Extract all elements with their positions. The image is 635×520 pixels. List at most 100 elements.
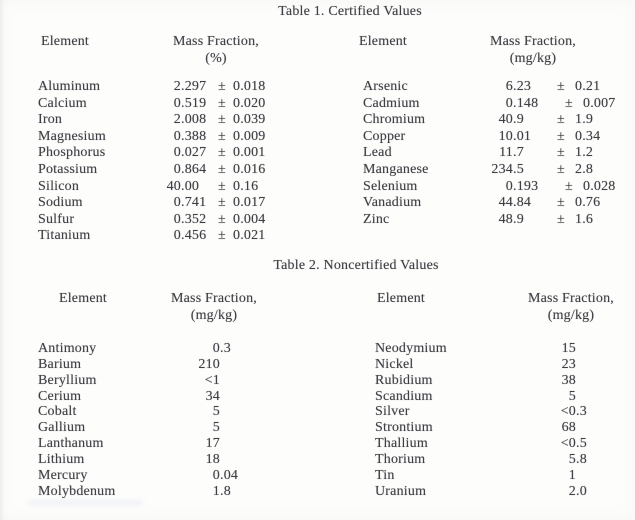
table-row: Tin 1 <box>375 468 616 484</box>
value-fraction-part: .0 <box>576 483 587 499</box>
table-row: Chromium 40.9 ±1.9 <box>363 112 635 129</box>
table-row: Magnesium 0.388 ±0.009 <box>38 129 279 146</box>
table-row: Beryllium <1 <box>38 373 260 389</box>
value-fraction-part: .8 <box>220 483 231 499</box>
element-name: Rubidium <box>375 372 433 388</box>
uncertainty-value: 0.039 <box>233 112 266 128</box>
plus-minus-sign: ± <box>218 195 226 211</box>
uncertainty-value: 0.020 <box>233 95 266 111</box>
element-name: Gallium <box>38 420 86 436</box>
element-name: Phosphorus <box>38 145 106 161</box>
table2-left-mass-fraction-header: Mass Fraction, (mg/kg) <box>150 291 278 324</box>
unit-label: (mg/kg) <box>190 307 238 323</box>
table-row: Thorium 5.8 <box>375 452 616 468</box>
value-integer-part: 15 <box>561 341 576 356</box>
value-integer-part: 68 <box>561 420 576 436</box>
value-integer-part: 6 <box>505 79 513 94</box>
value-integer-part: 1 <box>212 483 220 499</box>
value-fraction-part: .352 <box>181 211 207 227</box>
plus-minus-sign: ± <box>218 95 226 111</box>
value-integer-part: 0 <box>505 95 513 111</box>
table-row: Cobalt 5 <box>38 404 260 420</box>
plus-minus-sign: ± <box>218 178 226 194</box>
value-integer-part: 0 <box>505 178 513 194</box>
table-row: Calcium 0.519 ±0.020 <box>38 96 279 113</box>
value-integer-part: 18 <box>205 451 220 467</box>
table-row: Zinc 48.9 ±1.6 <box>363 212 635 229</box>
element-name: Calcium <box>38 95 87 111</box>
element-name: Aluminum <box>38 79 101 94</box>
table-row: Mercury 0.04 <box>38 468 260 484</box>
value-integer-part: 0 <box>212 467 220 483</box>
value-integer-part: <0 <box>560 404 576 420</box>
element-name: Titanium <box>38 228 91 244</box>
value-integer-part: 5 <box>212 420 220 436</box>
element-name: Cerium <box>38 388 82 404</box>
uncertainty-value: 0.016 <box>233 161 266 177</box>
plus-minus-sign: ± <box>218 128 226 144</box>
table1-left-mass-fraction-header: Mass Fraction, (%) <box>150 34 282 67</box>
value-fraction-part: .3 <box>220 341 231 356</box>
element-name: Nickel <box>375 356 414 372</box>
uncertainty-value: 0.004 <box>233 211 266 227</box>
table-row: Barium 210 <box>38 357 260 373</box>
value-integer-part: 34 <box>205 388 220 404</box>
element-name: Zinc <box>363 211 390 227</box>
value-fraction-part: .027 <box>181 145 207 161</box>
table-row: Lanthanum 17 <box>38 436 260 452</box>
uncertainty-value: 1.6 <box>575 211 594 227</box>
plus-minus-sign: ± <box>565 178 573 194</box>
value-fraction-part: .388 <box>181 128 207 144</box>
table-row: Cadmium 0.148 ±0.007 <box>363 96 635 113</box>
element-name: Silver <box>375 404 410 420</box>
value-fraction-part: .01 <box>513 128 532 144</box>
value-fraction-part: .008 <box>181 112 207 128</box>
element-name: Potassium <box>38 161 98 177</box>
value-integer-part: 1 <box>568 467 576 483</box>
value-fraction-part: .741 <box>181 195 207 211</box>
element-name: Beryllium <box>38 372 97 388</box>
plus-minus-sign: ± <box>557 145 565 161</box>
table1-title: Table 1. Certified Values <box>278 4 422 19</box>
uncertainty-value: 1.2 <box>575 145 594 161</box>
plus-minus-sign: ± <box>557 79 565 94</box>
unit-label: (%) <box>205 50 227 66</box>
element-name: Arsenic <box>363 79 408 94</box>
mass-fraction-label: Mass Fraction, <box>527 291 614 306</box>
mass-fraction-label: Mass Fraction, <box>489 34 576 49</box>
value-integer-part: 0 <box>173 95 181 111</box>
value-fraction-part: .9 <box>513 211 524 227</box>
value-integer-part: 234 <box>491 161 513 177</box>
plus-minus-sign: ± <box>218 211 226 227</box>
plus-minus-sign: ± <box>218 228 226 244</box>
table-row: Gallium 5 <box>38 420 260 436</box>
value-integer-part: 44 <box>498 195 513 211</box>
table-row: Thallium <0.5 <box>375 436 616 452</box>
uncertainty-value: 2.8 <box>575 161 594 177</box>
value-fraction-part: .519 <box>181 95 207 111</box>
plus-minus-sign: ± <box>218 145 226 161</box>
unit-label: (mg/kg) <box>547 307 595 323</box>
value-fraction-part: .23 <box>513 79 532 94</box>
table1-right-rows: Arsenic 6.23 ±0.21 Cadmium 0.148 ±0.007 Chromi… <box>363 79 635 228</box>
uncertainty-value: 0.21 <box>575 79 601 94</box>
element-name: Sulfur <box>38 211 75 227</box>
element-name: Iron <box>38 112 63 128</box>
value-integer-part: 11 <box>499 145 513 161</box>
table1-right-element-header: Element <box>358 34 408 49</box>
table-row: Manganese 234.5 ±2.8 <box>363 162 635 179</box>
table-row: Sulfur 0.352 ±0.004 <box>38 212 279 229</box>
table-row: Rubidium 38 <box>375 373 616 389</box>
plus-minus-sign: ± <box>218 112 226 128</box>
uncertainty-value: 0.16 <box>233 178 259 194</box>
plus-minus-sign: ± <box>557 112 565 128</box>
table-row: Molybdenum 1.8 <box>38 484 260 500</box>
value-integer-part: 10 <box>498 128 513 144</box>
table-row: Nickel 23 <box>375 357 616 373</box>
element-name: Molybdenum <box>38 483 116 499</box>
plus-minus-sign: ± <box>218 79 226 94</box>
element-name: Vanadium <box>363 195 422 211</box>
uncertainty-value: 0.009 <box>233 128 266 144</box>
value-fraction-part: .9 <box>513 112 524 128</box>
plus-minus-sign: ± <box>565 95 573 111</box>
